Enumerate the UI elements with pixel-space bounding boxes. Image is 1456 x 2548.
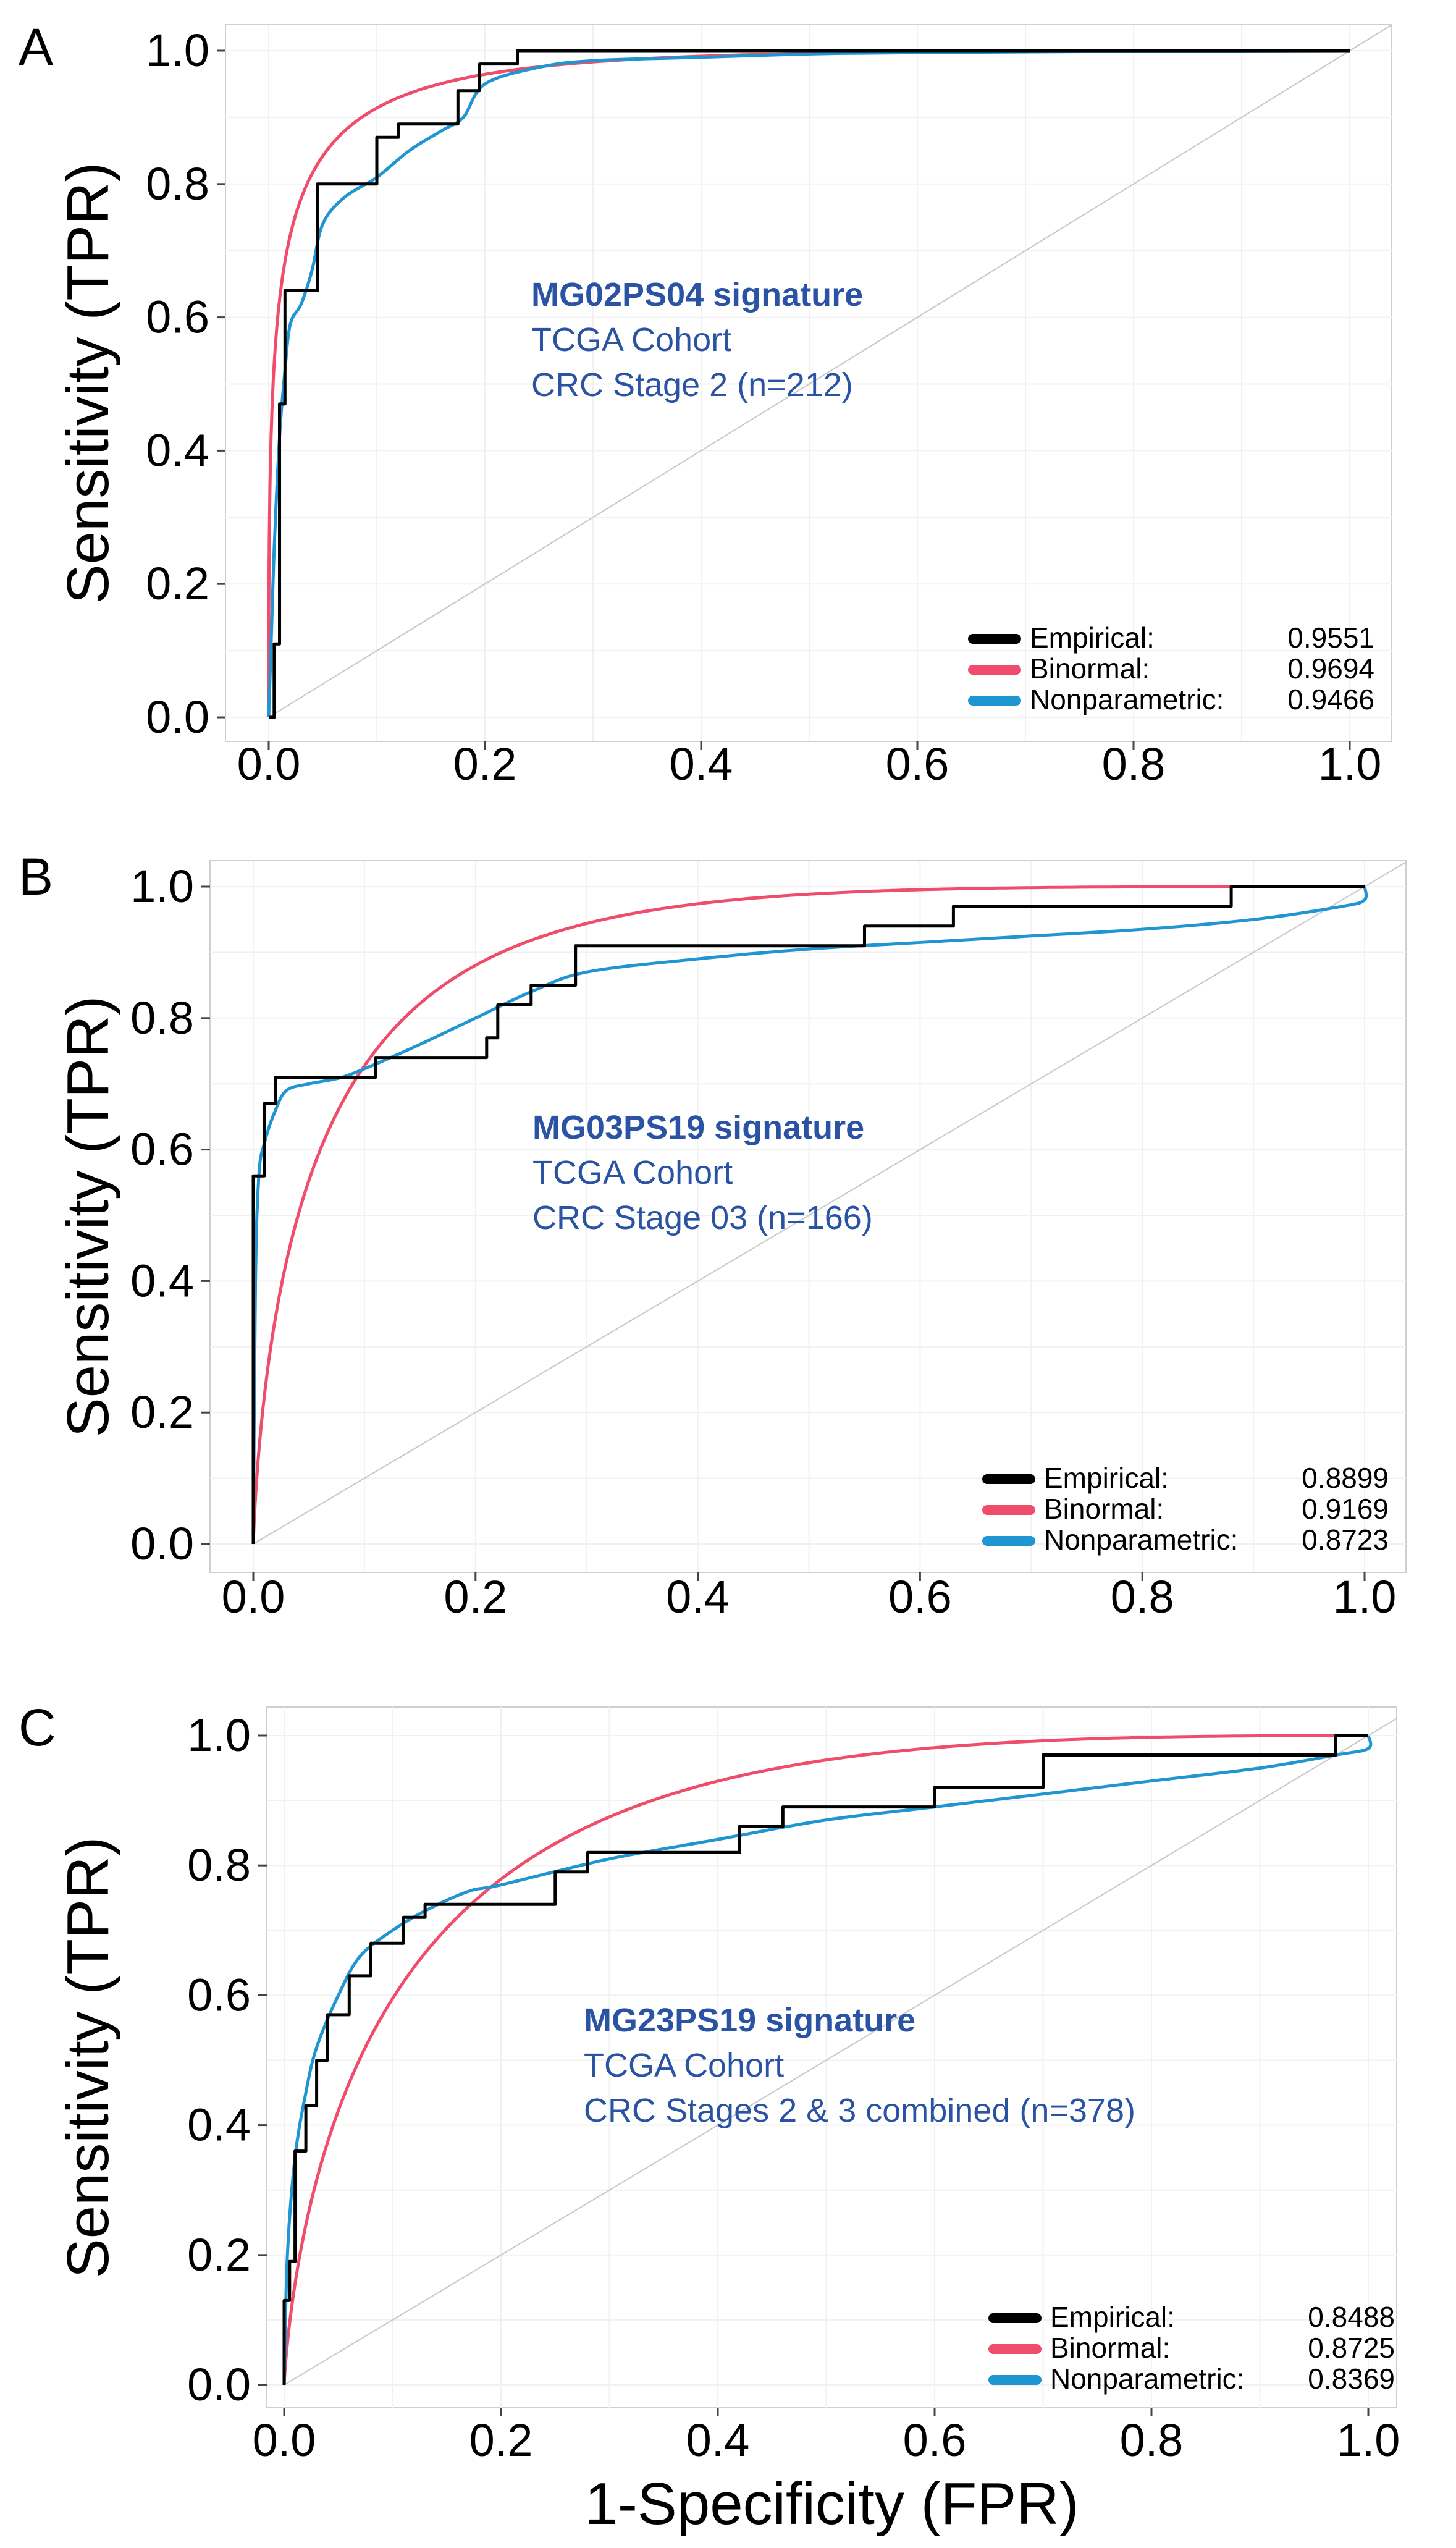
annotation: MG03PS19 signature TCGA Cohort CRC Stage 0… [532, 1109, 873, 1236]
y-tick-label: 0.6 [146, 292, 209, 343]
y-tick-label: 0.2 [146, 558, 209, 609]
x-axis-label: 1-Specificity (FPR) [584, 2471, 1079, 2537]
panel-label: B [19, 848, 53, 906]
x-tick-label: 0.4 [686, 2415, 750, 2466]
y-tick-label: 1.0 [130, 861, 194, 912]
legend-auc: 0.9466 [1287, 683, 1374, 715]
chance-diagonal [253, 861, 1407, 1545]
x-tick-label: 0.0 [253, 2415, 316, 2466]
legend-label: Binormal: [1050, 2332, 1170, 2364]
annotation-line: CRC Stage 2 (n=212) [531, 366, 853, 403]
legend-label: Empirical: [1044, 1462, 1169, 1494]
x-tick-label: 0.8 [1102, 738, 1166, 790]
legend-auc: 0.8369 [1308, 2363, 1395, 2395]
nonparametric-roc-curve [282, 1735, 1373, 2386]
legend-auc: 0.9169 [1302, 1493, 1389, 1525]
x-tick-label: 0.4 [666, 1571, 730, 1622]
x-tick-label: 1.0 [1337, 2415, 1400, 2466]
legend-auc: 0.8723 [1302, 1524, 1389, 1556]
empirical-roc-curve [282, 1734, 1368, 2385]
x-tick-label: 0.6 [888, 1571, 952, 1622]
chance-diagonal [284, 1718, 1397, 2386]
legend: Empirical: 0.8488 Binormal: 0.8725 Nonparame… [988, 2301, 1395, 2395]
legend-label: Binormal: [1044, 1493, 1164, 1525]
y-tick-label: 1.0 [146, 25, 209, 76]
legend: Empirical: 0.9551 Binormal: 0.9694 Nonparame… [968, 622, 1374, 715]
legend-label: Binormal: [1030, 652, 1150, 685]
curves [267, 49, 1350, 719]
panel-label: C [19, 1698, 56, 1757]
y-tick-label: 0.0 [187, 2359, 251, 2410]
x-tick-label: 0.2 [469, 2415, 533, 2466]
annotation-line: CRC Stages 2 & 3 combined (n=378) [584, 2092, 1135, 2129]
x-tick-label: 0.8 [1111, 1571, 1174, 1622]
y-tick-label: 0.8 [146, 158, 209, 209]
annotation-line: TCGA Cohort [584, 2047, 784, 2084]
y-tick-label: 1.0 [187, 1710, 251, 1761]
legend-auc: 0.8899 [1302, 1462, 1389, 1494]
y-tick-label: 0.4 [146, 424, 209, 476]
x-tick-label: 0.6 [903, 2415, 967, 2466]
chance-diagonal [268, 24, 1392, 718]
x-tick-label: 1.0 [1333, 1571, 1397, 1622]
y-tick-label: 0.6 [187, 1969, 251, 2020]
x-tick-label: 0.2 [444, 1571, 507, 1622]
y-tick-label: 0.6 [130, 1124, 194, 1175]
binormal-roc-curve [251, 885, 1365, 1546]
y-axis-label: Sensitivity (TPR) [55, 1837, 121, 2279]
annotation-line: CRC Stage 03 (n=166) [532, 1199, 873, 1236]
annotation-title: MG03PS19 signature [532, 1109, 864, 1146]
y-tick-label: 0.2 [130, 1386, 194, 1438]
legend: Empirical: 0.8899 Binormal: 0.9169 Nonparame… [982, 1462, 1389, 1556]
panel-label: A [19, 18, 53, 76]
legend-auc: 0.8488 [1308, 2301, 1395, 2333]
panel-b: 0.0 0.2 0.4 0.6 0.8 1.0 0.0 0.2 0.4 0.6 0.8 1.0 Sens… [19, 848, 1407, 1622]
empirical-roc-curve [251, 885, 1365, 1544]
curves [251, 885, 1368, 1546]
x-tick-label: 0.0 [237, 738, 301, 790]
y-tick-label: 0.0 [130, 1518, 194, 1569]
annotation-title: MG23PS19 signature [584, 2002, 915, 2039]
legend-label: Empirical: [1030, 622, 1155, 654]
y-axis-label: Sensitivity (TPR) [55, 996, 121, 1438]
grid [210, 861, 1406, 1572]
legend-label: Nonparametric: [1030, 683, 1224, 715]
panel-a: 0.0 0.2 0.4 0.6 0.8 1.0 0.0 0.2 0.4 0.6 0.8 1.0 Sens… [19, 18, 1392, 790]
y-tick-label: 0.8 [187, 1839, 251, 1891]
y-tick-label: 0.4 [130, 1255, 194, 1306]
y-axis-label: Sensitivity (TPR) [55, 162, 121, 604]
x-tick-label: 1.0 [1318, 738, 1382, 790]
y-tick-label: 0.2 [187, 2229, 251, 2280]
x-tick-label: 0.6 [886, 738, 949, 790]
empirical-roc-curve [269, 49, 1350, 719]
binormal-roc-curve [282, 1734, 1368, 2387]
legend-auc: 0.9551 [1287, 622, 1374, 654]
y-tick-label: 0.0 [146, 691, 209, 743]
y-tick-label: 0.4 [187, 2099, 251, 2151]
x-tick-label: 0.0 [222, 1571, 285, 1622]
legend-label: Empirical: [1050, 2301, 1175, 2333]
annotation: MG02PS04 signature TCGA Cohort CRC Stage 2… [531, 276, 863, 403]
legend-label: Nonparametric: [1044, 1524, 1238, 1556]
legend-auc: 0.8725 [1308, 2332, 1395, 2364]
annotation-line: TCGA Cohort [532, 1154, 733, 1191]
annotation-title: MG02PS04 signature [531, 276, 863, 313]
curves [282, 1734, 1373, 2387]
x-tick-label: 0.4 [670, 738, 733, 790]
annotation: MG23PS19 signature TCGA Cohort CRC Stages … [584, 2002, 1135, 2129]
x-tick-label: 0.2 [453, 738, 517, 790]
legend-label: Nonparametric: [1050, 2363, 1244, 2395]
panel-c: 0.0 0.2 0.4 0.6 0.8 1.0 0.0 0.2 0.4 0.6 0.8 1.0 Sens… [19, 1698, 1400, 2537]
x-tick-label: 0.8 [1120, 2415, 1184, 2466]
annotation-line: TCGA Cohort [531, 321, 731, 358]
y-tick-label: 0.8 [130, 992, 194, 1044]
legend-auc: 0.9694 [1287, 652, 1374, 685]
